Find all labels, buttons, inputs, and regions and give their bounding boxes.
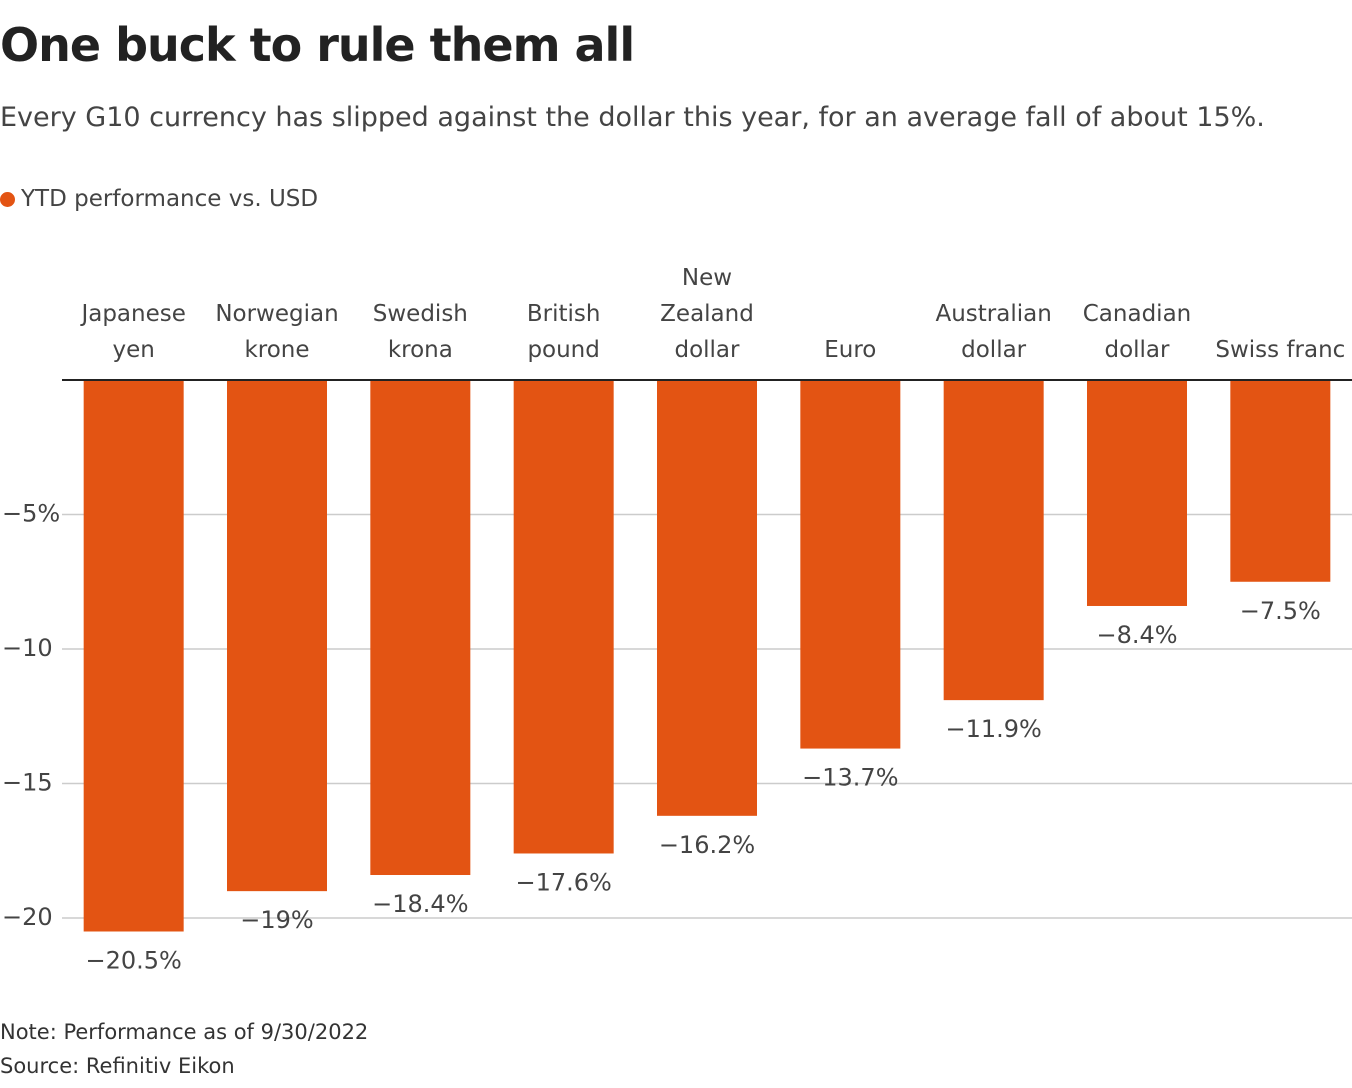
value-label: −11.9% xyxy=(945,715,1041,743)
note: Note: Performance as of 9/30/2022 xyxy=(0,1020,369,1044)
value-label: −13.7% xyxy=(802,764,898,792)
value-label: −16.2% xyxy=(659,831,755,859)
value-label: −17.6% xyxy=(515,868,611,896)
x-tick-label: British pound xyxy=(526,301,601,363)
x-tick-label: Australian dollar xyxy=(935,301,1052,363)
x-tick-label: Canadian dollar xyxy=(1082,301,1192,363)
value-label: −19% xyxy=(240,906,313,934)
legend-label: YTD performance vs. USD xyxy=(21,186,319,212)
bar xyxy=(943,380,1044,701)
value-label: −8.4% xyxy=(1096,621,1177,649)
bar xyxy=(83,380,184,932)
x-tick-label: New Zealand dollar xyxy=(660,265,754,363)
x-tick-label: Japanese yen xyxy=(81,301,186,363)
bar xyxy=(657,380,757,816)
legend: YTD performance vs. USD xyxy=(0,186,318,212)
value-label: −18.4% xyxy=(372,890,468,918)
legend-marker xyxy=(0,191,15,207)
source: Source: Refinitiv Eikon xyxy=(0,1054,235,1078)
bar xyxy=(370,380,471,876)
bar xyxy=(1230,380,1331,582)
chart-title: One buck to rule them all xyxy=(0,18,635,72)
bar xyxy=(800,380,901,749)
y-tick-label: −20 xyxy=(2,903,53,931)
y-tick-label: −15 xyxy=(2,769,53,797)
bar xyxy=(1087,380,1187,606)
x-tick-label: Norwegian krone xyxy=(215,301,339,363)
value-label: −7.5% xyxy=(1240,597,1321,625)
bar xyxy=(227,380,327,892)
y-tick-label: −5% xyxy=(2,500,60,528)
x-tick-label: Swedish krona xyxy=(372,301,468,363)
chart-subtitle: Every G10 currency has slipped against t… xyxy=(0,102,1265,133)
bar xyxy=(513,380,614,854)
value-label: −20.5% xyxy=(85,947,181,975)
x-tick-label: Swiss franc xyxy=(1215,337,1346,363)
y-tick-label: −10 xyxy=(2,634,53,662)
x-tick-label: Euro xyxy=(824,337,877,363)
